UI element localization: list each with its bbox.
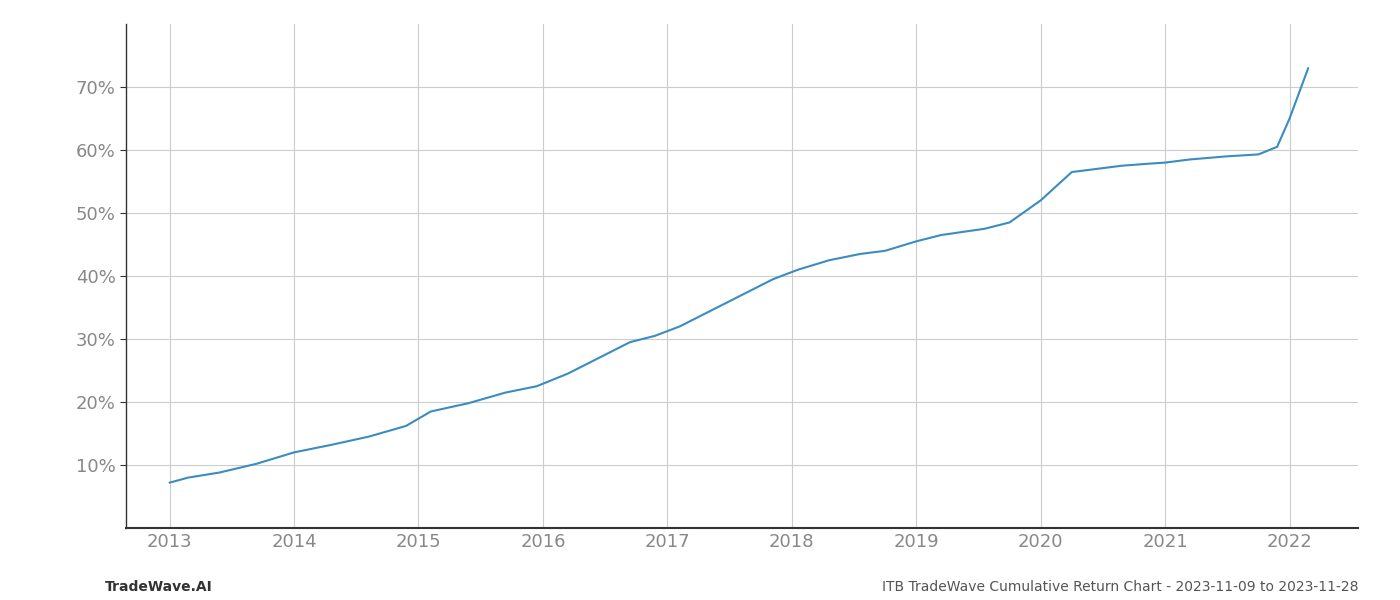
- Text: TradeWave.AI: TradeWave.AI: [105, 580, 213, 594]
- Text: ITB TradeWave Cumulative Return Chart - 2023-11-09 to 2023-11-28: ITB TradeWave Cumulative Return Chart - …: [882, 580, 1358, 594]
